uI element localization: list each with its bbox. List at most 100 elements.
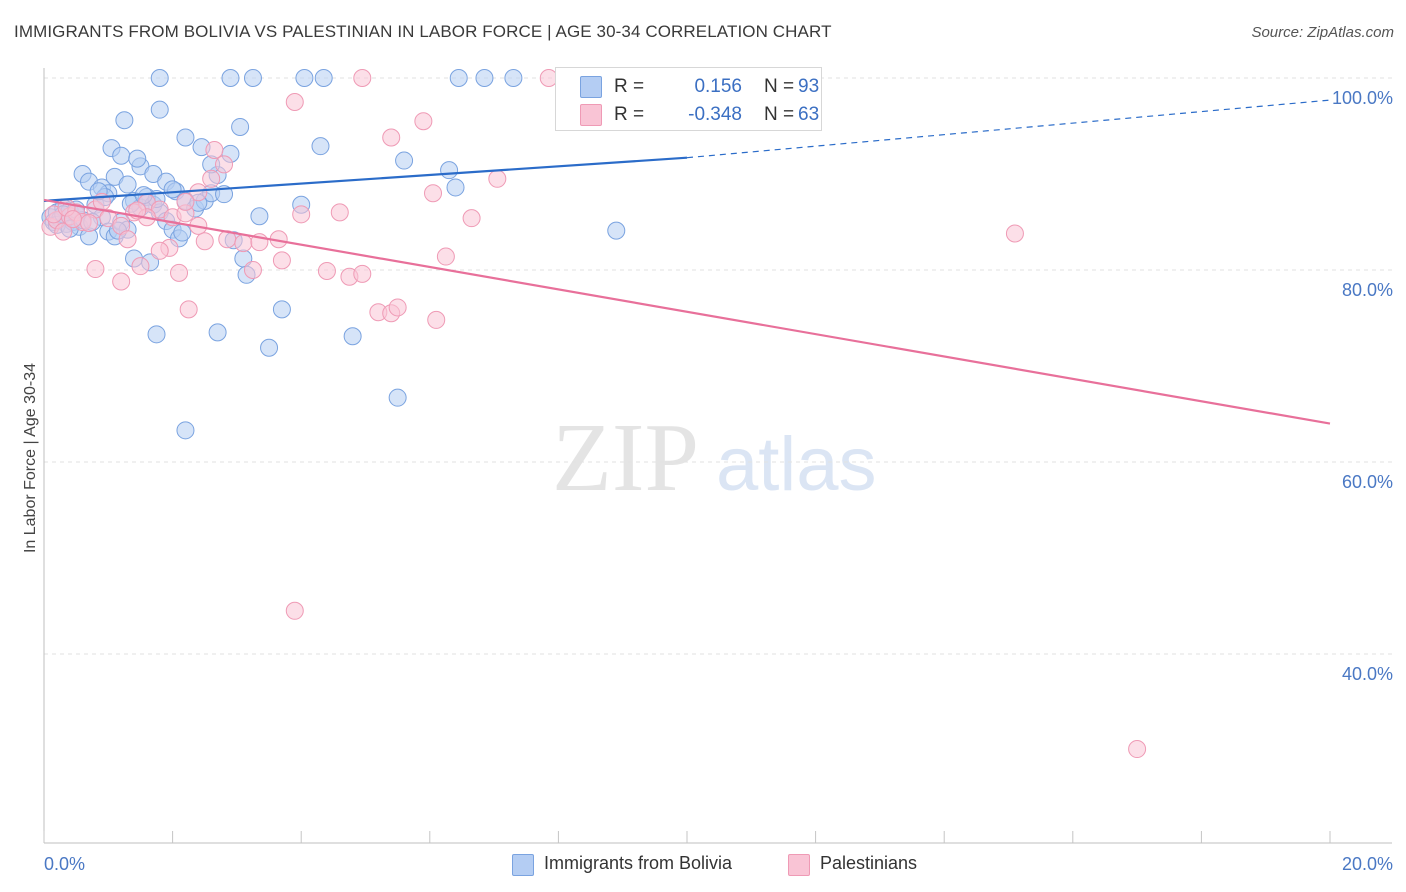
data-point [462,209,481,228]
data-point [231,117,250,136]
data-point [173,223,192,242]
data-point [1005,224,1024,243]
data-point [260,338,279,357]
legend-r-value: -0.348 [688,104,742,125]
data-point [176,192,195,211]
data-point [112,146,131,165]
data-point [128,149,147,168]
data-point [202,169,221,188]
data-point [195,232,214,251]
data-point [163,180,182,199]
data-point [424,184,443,203]
data-point [382,128,401,147]
data-point [205,141,224,159]
data-point [314,69,333,87]
data-point [250,207,269,226]
legend-r-label: R = [614,76,645,97]
chart-title: IMMIGRANTS FROM BOLIVIA VS PALESTINIAN I… [14,22,832,41]
data-point [272,300,291,319]
data-point [112,272,131,291]
data-point [243,261,262,279]
y-tick-label: 60.0% [1342,472,1393,492]
data-point [63,210,82,229]
trend-line-palestinian [43,198,1331,425]
data-point [446,178,465,197]
data-point [221,69,240,87]
data-point [285,601,304,620]
series-legend: Immigrants from Bolivia Palestinians [0,852,1406,878]
correlation-legend: R = 0.156 N = 93 R = -0.348 N = 63 [555,67,822,131]
data-point [150,241,169,260]
data-point [285,93,304,111]
watermark: ZIP atlas [552,404,877,512]
data-point [54,222,73,241]
series-bolivia-points [41,69,626,440]
data-point [1128,740,1147,759]
data-point [607,221,626,240]
data-point [243,69,262,87]
data-point [86,260,105,279]
series-palestinian-points [41,69,1147,759]
data-point [488,169,507,188]
data-point [317,261,336,280]
data-point [176,421,195,440]
data-point [449,69,468,87]
data-point [311,137,330,156]
data-point [436,247,455,266]
tick-labels: 100.0% 80.0% 60.0% 40.0% 0.0% 20.0% [44,88,1393,874]
data-point [388,388,407,407]
legend-label-bolivia: Immigrants from Bolivia [544,853,733,873]
trend-lines [43,99,1331,425]
data-point [292,205,311,224]
legend-swatch-palestinian [580,104,602,126]
legend-n-value: 63 [798,104,820,125]
source-label: Source: ZipAtlas.com [1251,24,1394,41]
data-point [80,213,99,232]
data-point [115,111,134,130]
y-tick-label: 100.0% [1332,88,1393,108]
data-point [170,263,189,282]
data-point [504,69,523,87]
data-point [118,230,137,249]
data-point [189,183,208,202]
data-point [131,257,150,276]
data-point [118,175,137,194]
legend-n-label: N = [764,76,795,97]
data-point [427,310,446,329]
y-axis-label: In Labor Force | Age 30-34 [22,363,39,553]
legend-label-palestinian: Palestinians [820,853,918,873]
legend-r-label: R = [614,104,645,125]
data-point [272,251,291,270]
axes [43,68,1392,844]
data-point [215,155,234,174]
data-point [330,203,349,222]
data-point [150,69,169,87]
x-tick-label: 0.0% [44,854,85,874]
legend-n-label: N = [764,104,795,125]
data-point [234,234,253,253]
legend-r-value: 0.156 [694,76,742,97]
legend-n-value: 93 [798,76,820,97]
legend-swatch-bolivia [580,76,602,98]
data-point [343,327,362,346]
gridlines [44,77,1392,655]
watermark-atlas: atlas [716,422,877,507]
y-tick-label: 40.0% [1342,664,1393,684]
data-point [475,69,494,87]
watermark-zip: ZIP [552,404,699,512]
data-point [388,298,407,317]
data-point [295,69,314,87]
legend-swatch-palestinian [788,854,810,876]
y-tick-label: 80.0% [1342,280,1393,300]
data-point [176,128,195,147]
data-point [208,323,227,342]
data-point [440,161,459,180]
data-point [353,264,372,283]
legend-swatch-bolivia [512,854,534,876]
data-point [179,300,198,319]
trend-line-bolivia-extension [686,99,1331,159]
data-point [395,151,414,170]
trend-line-bolivia [43,156,688,202]
data-point [150,100,169,119]
